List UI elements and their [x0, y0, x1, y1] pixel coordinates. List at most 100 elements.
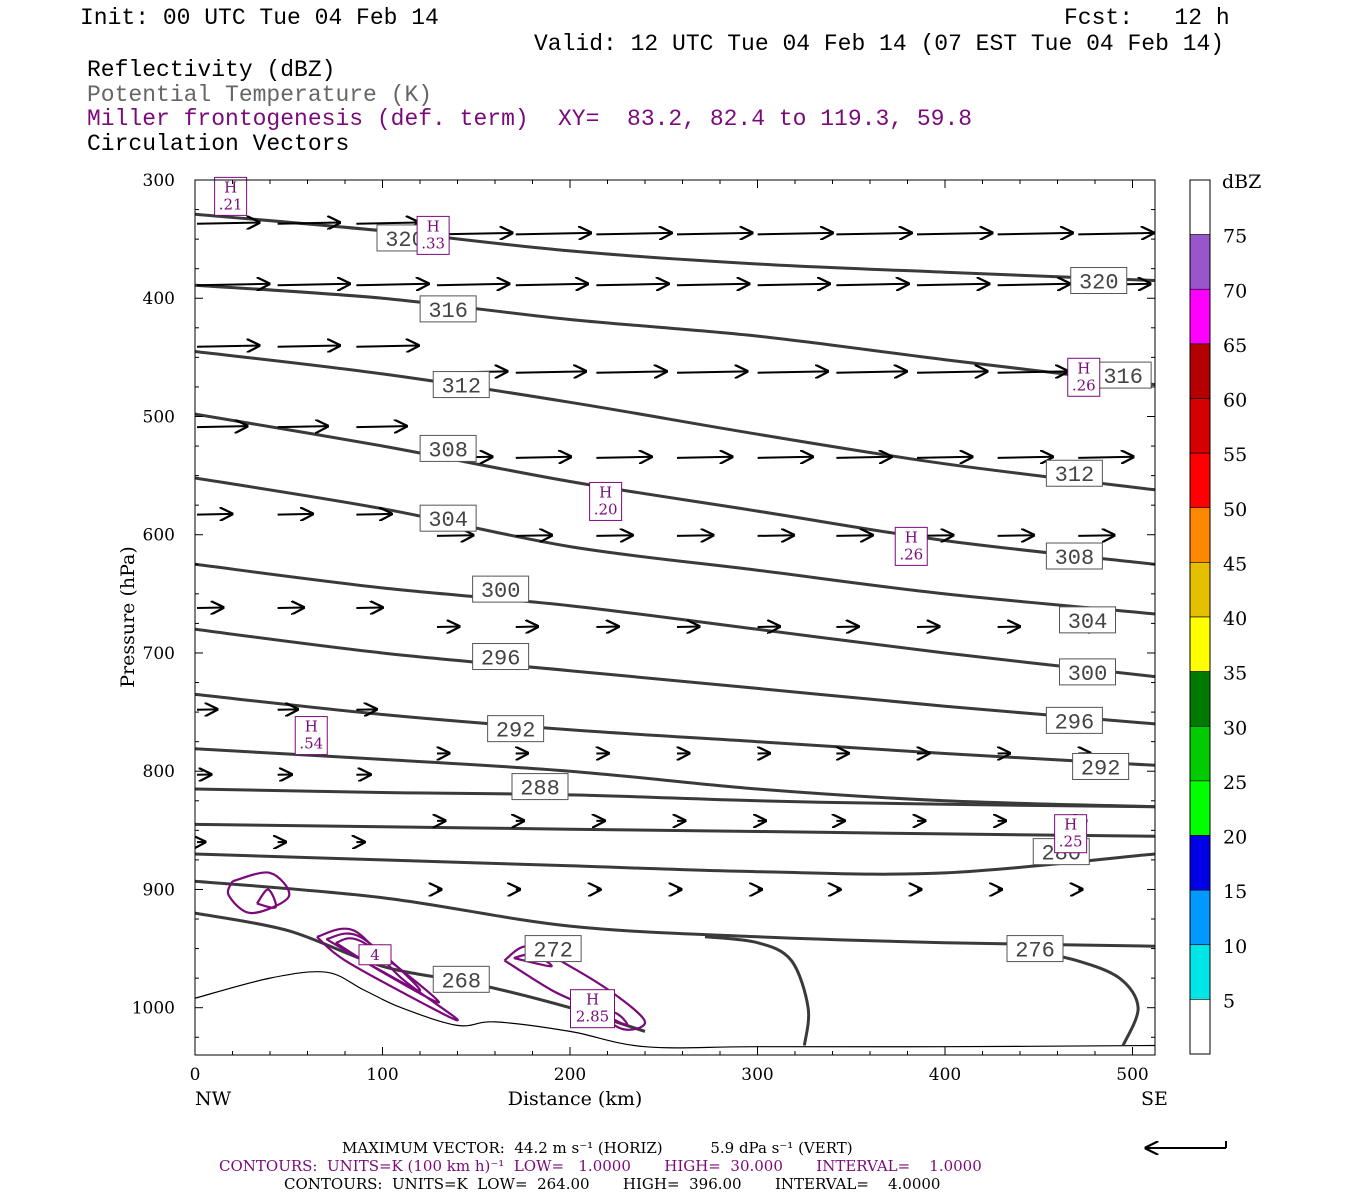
theta-line-308: [195, 412, 1155, 566]
circulation-vector: [1078, 535, 1114, 536]
front-max-box: [1067, 357, 1101, 397]
theta-line-292: [195, 692, 1155, 767]
left-end-label: NW: [195, 1088, 232, 1110]
circulation-vector: [277, 223, 340, 224]
colorbar-swatch: [1189, 889, 1211, 946]
theta-line-284: [195, 787, 1155, 809]
field-label-reflectivity: Reflectivity (dBZ): [87, 57, 336, 83]
colorbar-level-35: 35: [1223, 663, 1247, 685]
theta-label-box: [1094, 361, 1152, 389]
theta-label-box: [472, 575, 530, 603]
y-tick-label: 500: [143, 407, 175, 427]
circulation-vector: [997, 371, 1068, 372]
theta-label-box: [1006, 935, 1064, 963]
circulation-vector: [916, 371, 987, 372]
front-max-letter: H: [586, 991, 599, 1009]
y-tick-label: 300: [143, 171, 175, 191]
front-max-letter: H: [224, 178, 237, 196]
circulation-vector: [596, 457, 651, 458]
colorbar-swatch: [1189, 234, 1211, 290]
colorbar-level-20: 20: [1223, 827, 1247, 849]
circulation-vector: [596, 233, 671, 235]
x-tick-label: 0: [190, 1065, 201, 1085]
front-max-box: [894, 526, 928, 566]
circulation-vector: [836, 233, 911, 235]
theta-contour-info: CONTOURS: UNITS=K LOW= 264.00 HIGH= 396.…: [284, 1175, 941, 1193]
front-max-box: [214, 176, 248, 216]
theta-label-296: 296: [481, 647, 521, 672]
x-tick-label: 100: [366, 1065, 398, 1085]
theta-label-box: [419, 434, 477, 462]
theta-label-304: 304: [428, 508, 468, 533]
colorbar-level-60: 60: [1223, 390, 1247, 412]
circulation-vector: [196, 426, 247, 427]
circulation-vector: [596, 284, 668, 285]
colorbar-swatch: [1189, 671, 1211, 727]
colorbar-level-55: 55: [1223, 444, 1247, 466]
colorbar-swatch: [1189, 343, 1211, 399]
theta-line-280: [195, 822, 1155, 838]
theta-label-box: [1070, 267, 1128, 295]
circulation-vector: [356, 426, 406, 427]
y-tick-label: 700: [143, 644, 175, 664]
colorbar-level-5: 5: [1223, 990, 1235, 1012]
field-label-vectors: Circulation Vectors: [87, 131, 350, 157]
circulation-vector: [676, 284, 749, 285]
front-max-box: [358, 944, 392, 966]
x-tick-label: 500: [1116, 1065, 1148, 1085]
circulation-vector: [196, 514, 232, 515]
circulation-vector: [676, 535, 713, 536]
theta-line-300: [195, 562, 1155, 679]
forecast-hour: Fcst: 12 h: [1064, 5, 1230, 31]
front-max-value: .21: [219, 195, 243, 213]
circulation-vector: [436, 535, 473, 536]
colorbar-level-30: 30: [1223, 717, 1247, 739]
theta-label-292: 292: [1081, 756, 1121, 781]
circulation-vector: [515, 535, 552, 536]
theta-label-box: [511, 773, 569, 801]
x-tick-label: 200: [554, 1065, 586, 1085]
colorbar-swatch: [1189, 835, 1211, 891]
theta-label-320: 320: [1079, 271, 1119, 296]
colorbar-level-15: 15: [1223, 881, 1247, 903]
theta-label-316: 316: [1103, 365, 1143, 390]
colorbar-level-45: 45: [1223, 553, 1247, 575]
theta-label-box: [432, 965, 490, 993]
circulation-vector: [515, 233, 591, 235]
frontogenesis-contour-0: [226, 871, 291, 915]
theta-line-276-west: [704, 935, 811, 1046]
theta-label-box: [1072, 752, 1130, 780]
circulation-vector: [515, 371, 586, 372]
circulation-vector: [596, 371, 666, 372]
theta-line-288: [195, 747, 1155, 809]
valid-time: Valid: 12 UTC Tue 04 Feb 14 (07 EST Tue …: [534, 31, 1225, 57]
front-max-letter: H: [1077, 359, 1090, 377]
circulation-vector: [997, 233, 1073, 235]
circulation-vector: [1078, 457, 1133, 458]
potential-temperature-contours: [195, 212, 1155, 1047]
front-max-box: [589, 481, 623, 521]
circulation-vector: [757, 233, 833, 235]
colorbar-swatch: [1189, 725, 1211, 782]
theta-label-box: [524, 935, 582, 963]
theta-label-292: 292: [496, 719, 536, 744]
circulation-vector: [916, 457, 972, 458]
front-max-box: [294, 716, 328, 756]
circulation-vector: [277, 608, 304, 609]
theta-label-box: [1045, 706, 1103, 734]
circulation-vector: [997, 457, 1053, 458]
frontogenesis-contour-info: CONTOURS: UNITS=K (100 km h)⁻¹ LOW= 1.00…: [219, 1157, 982, 1175]
max-vector-note: MAXIMUM VECTOR: 44.2 m s⁻¹ (HORIZ) 5.9 d…: [342, 1139, 853, 1157]
circulation-vector: [757, 457, 813, 458]
y-tick-label: 600: [143, 526, 175, 546]
front-max-letter: H: [599, 483, 612, 501]
reflectivity-colorbar: 5 10 15 20 25 30 35 40 45 50 55 60 65 70 75 dBZ: [1189, 171, 1261, 1055]
circulation-vector: [196, 345, 259, 346]
colorbar-swatch: [1189, 999, 1211, 1055]
circulation-vector: [596, 535, 632, 536]
terrain-surface: [194, 971, 1156, 1049]
circulation-vector: [277, 345, 340, 346]
colorbar-level-40: 40: [1223, 608, 1247, 630]
theta-label-272: 272: [533, 939, 573, 964]
